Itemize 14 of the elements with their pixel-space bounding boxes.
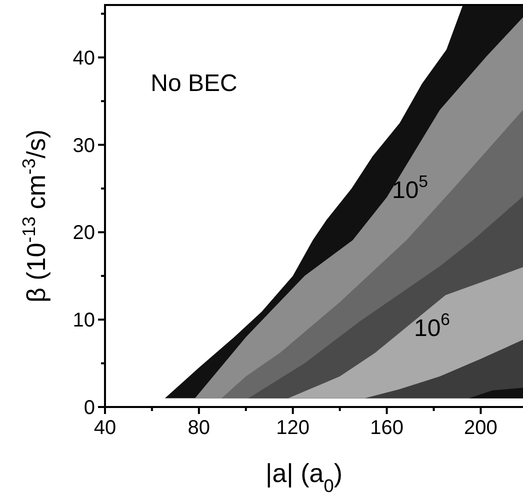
- annotation: 10$^{5}$: [392, 172, 428, 204]
- x-tick-label: 40: [94, 417, 116, 439]
- x-tick-label: 120: [276, 417, 310, 439]
- x-axis-title: |a| (a$_{0}$): [265, 458, 343, 496]
- y-tick-label: 30: [72, 134, 95, 157]
- x-tick-label: 200: [464, 417, 498, 439]
- y-tick-label: 0: [84, 397, 95, 419]
- annotation: 10$^{6}$: [414, 310, 450, 342]
- x-tick-label: 160: [370, 417, 404, 439]
- y-tick-label: 20: [72, 222, 95, 244]
- y-tick-label: 10: [72, 310, 95, 332]
- y-tick-label: 40: [72, 47, 95, 70]
- annotation: No BEC: [150, 70, 238, 98]
- x-tick-label: 80: [188, 417, 210, 439]
